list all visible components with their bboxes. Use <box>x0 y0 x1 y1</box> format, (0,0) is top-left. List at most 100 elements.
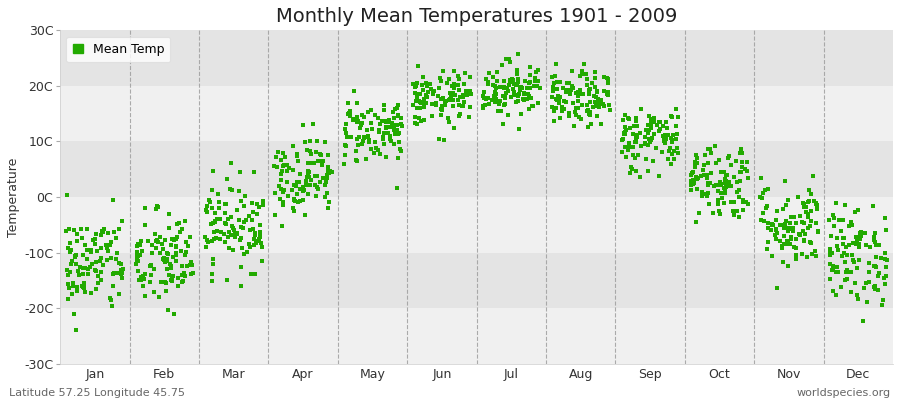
Point <box>659 119 673 126</box>
Point <box>852 257 867 263</box>
Point <box>137 276 151 282</box>
Point <box>382 136 397 142</box>
Point <box>600 91 615 98</box>
Point <box>489 88 503 95</box>
Point <box>554 79 568 85</box>
Point <box>184 258 198 265</box>
Point <box>854 233 868 239</box>
Point <box>584 80 598 86</box>
Point <box>629 137 643 144</box>
Point <box>778 218 793 224</box>
Point <box>213 229 228 235</box>
Point <box>307 160 321 166</box>
Point <box>617 131 632 138</box>
Point <box>97 226 112 232</box>
Point <box>386 109 400 116</box>
Point <box>588 98 602 105</box>
Point <box>384 120 399 126</box>
Point <box>829 268 843 275</box>
Point <box>428 100 443 106</box>
Point <box>320 152 335 158</box>
Point <box>70 288 85 294</box>
Point <box>166 236 181 243</box>
Point <box>871 272 886 279</box>
Point <box>789 245 804 252</box>
Point <box>322 199 337 206</box>
Point <box>90 273 104 279</box>
Point <box>690 175 705 182</box>
Point <box>839 244 853 251</box>
Point <box>158 258 172 265</box>
Point <box>424 86 438 92</box>
Point <box>823 246 837 252</box>
Point <box>320 175 334 182</box>
Point <box>556 98 571 104</box>
Point <box>667 155 681 162</box>
Point <box>867 234 881 240</box>
Point <box>84 249 98 256</box>
Point <box>355 141 369 148</box>
Point <box>296 196 310 203</box>
Point <box>574 102 589 108</box>
Point <box>700 191 715 197</box>
Point <box>355 112 369 118</box>
Point <box>526 83 541 90</box>
Point <box>302 174 316 180</box>
Point <box>251 204 266 210</box>
Point <box>714 169 728 175</box>
Point <box>569 90 583 96</box>
Point <box>255 243 269 250</box>
Bar <box>60 308 893 364</box>
Point <box>565 82 580 89</box>
Point <box>413 99 428 106</box>
Point <box>410 105 425 112</box>
Point <box>824 267 839 274</box>
Point <box>836 217 850 224</box>
Point <box>718 177 733 183</box>
Point <box>869 241 884 248</box>
Point <box>169 250 184 256</box>
Point <box>615 149 629 155</box>
Point <box>394 123 409 129</box>
Point <box>592 99 607 105</box>
Point <box>756 189 770 196</box>
Point <box>852 230 867 236</box>
Point <box>797 204 812 210</box>
Point <box>356 134 371 140</box>
Point <box>624 144 638 150</box>
Point <box>308 182 322 189</box>
Point <box>722 152 736 159</box>
Point <box>103 295 117 301</box>
Point <box>689 154 704 161</box>
Point <box>579 70 593 77</box>
Point <box>719 184 733 190</box>
Point <box>732 187 746 193</box>
Point <box>62 226 77 233</box>
Point <box>559 98 573 105</box>
Point <box>310 184 324 190</box>
Point <box>572 73 587 79</box>
Point <box>298 139 312 146</box>
Point <box>432 136 446 142</box>
Point <box>846 240 860 246</box>
Point <box>628 155 643 161</box>
Point <box>138 293 152 300</box>
Point <box>840 276 854 282</box>
Point <box>318 194 332 200</box>
Point <box>510 51 525 58</box>
Point <box>617 124 632 130</box>
Point <box>656 123 670 129</box>
Point <box>489 96 503 102</box>
Point <box>156 245 170 252</box>
Point <box>228 232 242 238</box>
Point <box>340 133 355 140</box>
Point <box>716 184 731 191</box>
Point <box>94 277 108 284</box>
Point <box>152 294 166 300</box>
Point <box>734 169 748 175</box>
Point <box>727 212 742 219</box>
Point <box>879 264 894 270</box>
Point <box>392 130 406 136</box>
Point <box>392 146 407 152</box>
Point <box>408 82 422 89</box>
